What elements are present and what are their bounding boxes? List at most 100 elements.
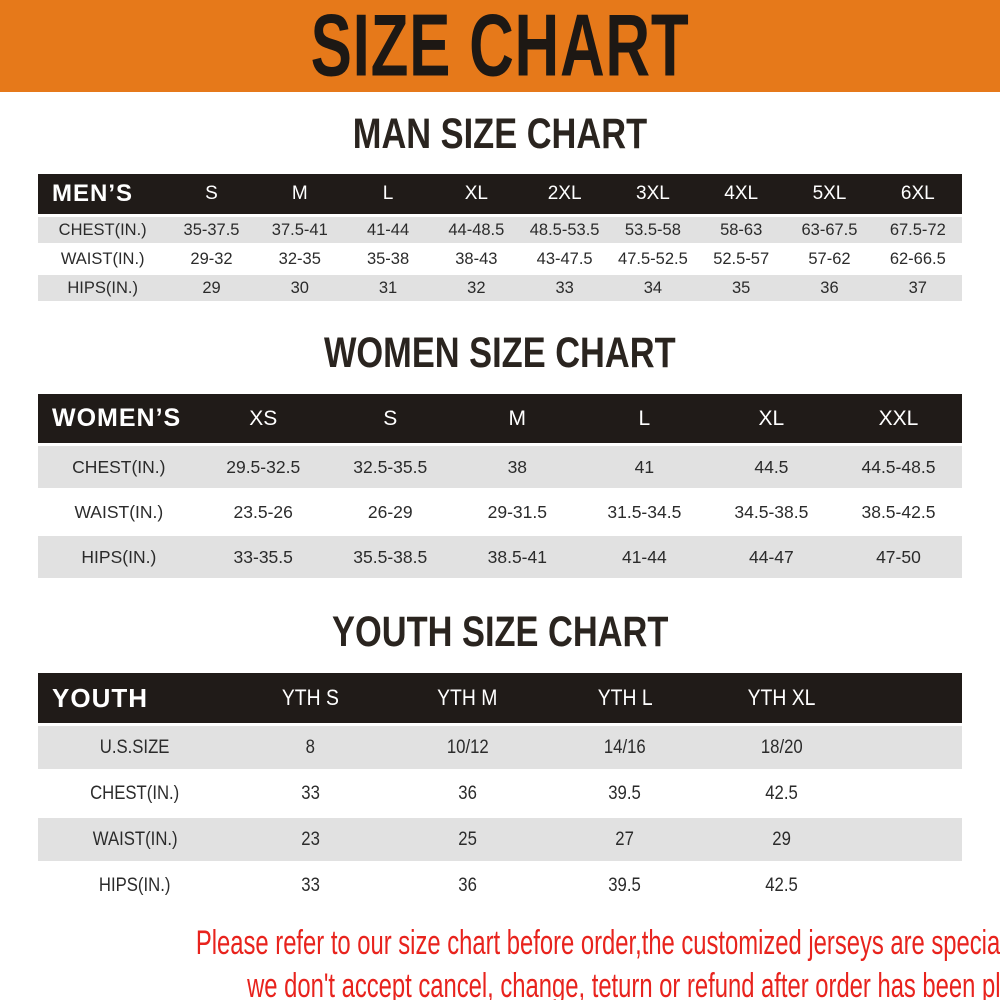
size-value-cell: 23.5-26 [199, 491, 327, 533]
size-value-cell: 44.5-48.5 [834, 446, 962, 488]
size-column-header: M [453, 394, 581, 443]
spacer-cell [860, 673, 962, 723]
table-row: HIPS(IN.) 33-35.5 35.5-38.5 38.5-41 41-44 44-… [38, 536, 962, 578]
man-section-heading-text: MAN SIZE CHART [352, 110, 648, 158]
size-value-cell: 30 [255, 275, 344, 301]
size-value-cell: 8 [232, 726, 390, 769]
row-label: WAIST(IN.) [38, 246, 168, 272]
table-row: CHEST(IN.) 29.5-32.5 32.5-35.5 38 41 44.5 44.5… [38, 446, 962, 488]
row-label: WAIST(IN.) [38, 491, 200, 533]
row-label: HIPS(IN.) [38, 536, 200, 578]
size-value-cell: 36 [785, 275, 874, 301]
size-value-cell: 27 [546, 818, 704, 861]
man-section-heading: MAN SIZE CHART [0, 113, 1000, 156]
size-value-cell: 36 [389, 772, 547, 815]
row-label: CHEST(IN.) [38, 217, 168, 243]
section-youth: YOUTH SIZE CHART YOUTH YTH S YTH M YTH L YTH… [0, 611, 1000, 910]
size-value-cell: 23 [232, 818, 390, 861]
size-column-header: 2XL [520, 174, 609, 214]
table-header-row: YOUTH YTH S YTH M YTH L YTH XL [38, 673, 962, 723]
footer-note-text: Please refer to our size chart before or… [196, 922, 1000, 1000]
size-value-cell: 14/16 [546, 726, 704, 769]
page-title: SIZE CHART [310, 0, 690, 95]
size-column-header: XS [199, 394, 327, 443]
size-value-cell: 48.5-53.5 [520, 217, 609, 243]
banner: SIZE CHART [0, 0, 1000, 92]
size-column-header: XXL [834, 394, 962, 443]
size-value-cell: 35-37.5 [167, 217, 256, 243]
row-label: CHEST(IN.) [38, 772, 233, 815]
table-row: HIPS(IN.) 33 36 39.5 42.5 [38, 864, 962, 907]
size-value-cell: 31.5-34.5 [580, 491, 708, 533]
size-value-cell: 29 [703, 818, 861, 861]
size-column-header: S [167, 174, 256, 214]
size-value-cell: 33 [232, 772, 390, 815]
size-value-cell: 38-43 [432, 246, 521, 272]
row-label: HIPS(IN.) [38, 275, 168, 301]
mens-size-table: MEN’S S M L XL 2XL 3XL 4XL 5XL 6XL CHEST(IN.) 35-37… [38, 171, 962, 304]
table-corner-label: YOUTH [38, 673, 233, 723]
size-value-cell: 36 [389, 864, 547, 907]
spacer-cell [860, 726, 962, 769]
size-value-cell: 44-47 [707, 536, 835, 578]
size-value-cell: 53.5-58 [608, 217, 698, 243]
size-value-cell: 32.5-35.5 [326, 446, 454, 488]
size-value-cell: 33 [520, 275, 609, 301]
size-value-cell: 41-44 [580, 536, 708, 578]
size-value-cell: 43-47.5 [520, 246, 609, 272]
youth-section-heading: YOUTH SIZE CHART [0, 611, 1000, 654]
size-value-cell: 52.5-57 [697, 246, 786, 272]
size-value-cell: 37.5-41 [255, 217, 344, 243]
size-column-header: YTH XL [703, 673, 861, 723]
table-header-row: MEN’S S M L XL 2XL 3XL 4XL 5XL 6XL [38, 174, 962, 214]
size-value-cell: 39.5 [546, 864, 704, 907]
size-value-cell: 42.5 [703, 772, 861, 815]
spacer-cell [860, 864, 962, 907]
size-value-cell: 29 [167, 275, 256, 301]
row-label: WAIST(IN.) [38, 818, 233, 861]
size-value-cell: 35 [697, 275, 786, 301]
footer-line-2: we don't accept cancel, change, teturn o… [247, 967, 1000, 1000]
size-value-cell: 33-35.5 [199, 536, 327, 578]
size-value-cell: 29-32 [167, 246, 256, 272]
size-column-header: XL [707, 394, 835, 443]
size-value-cell: 18/20 [703, 726, 861, 769]
table-row: WAIST(IN.) 23 25 27 29 [38, 818, 962, 861]
size-value-cell: 34 [608, 275, 698, 301]
table-corner-label: MEN’S [38, 174, 168, 214]
size-value-cell: 63-67.5 [785, 217, 874, 243]
table-row: CHEST(IN.) 33 36 39.5 42.5 [38, 772, 962, 815]
size-value-cell: 62-66.5 [873, 246, 962, 272]
spacer-cell [860, 772, 962, 815]
size-value-cell: 33 [232, 864, 390, 907]
size-value-cell: 58-63 [697, 217, 786, 243]
size-column-header: S [326, 394, 454, 443]
size-value-cell: 67.5-72 [873, 217, 962, 243]
row-label: CHEST(IN.) [38, 446, 200, 488]
size-value-cell: 41 [580, 446, 708, 488]
youth-size-table: YOUTH YTH S YTH M YTH L YTH XL U.S.SIZE 8 10/12… [38, 670, 962, 910]
women-section-heading-text: WOMEN SIZE CHART [324, 329, 676, 377]
size-value-cell: 41-44 [343, 217, 433, 243]
table-header-row: WOMEN’S XS S M L XL XXL [38, 394, 962, 443]
size-column-header: YTH S [232, 673, 390, 723]
size-column-header: L [343, 174, 433, 214]
size-column-header: 3XL [608, 174, 698, 214]
size-value-cell: 35.5-38.5 [326, 536, 454, 578]
size-column-header: 4XL [697, 174, 786, 214]
women-section-heading: WOMEN SIZE CHART [0, 332, 1000, 375]
size-value-cell: 47-50 [834, 536, 962, 578]
size-column-header: YTH M [389, 673, 547, 723]
size-value-cell: 38 [453, 446, 581, 488]
row-label: U.S.SIZE [38, 726, 233, 769]
youth-section-heading-text: YOUTH SIZE CHART [331, 608, 669, 656]
spacer-cell [860, 818, 962, 861]
size-column-header: XL [432, 174, 521, 214]
size-value-cell: 31 [343, 275, 433, 301]
table-row: WAIST(IN.) 23.5-26 26-29 29-31.5 31.5-34.5 34… [38, 491, 962, 533]
size-value-cell: 42.5 [703, 864, 861, 907]
size-column-header: L [580, 394, 708, 443]
size-column-header: 5XL [785, 174, 874, 214]
row-label: HIPS(IN.) [38, 864, 233, 907]
